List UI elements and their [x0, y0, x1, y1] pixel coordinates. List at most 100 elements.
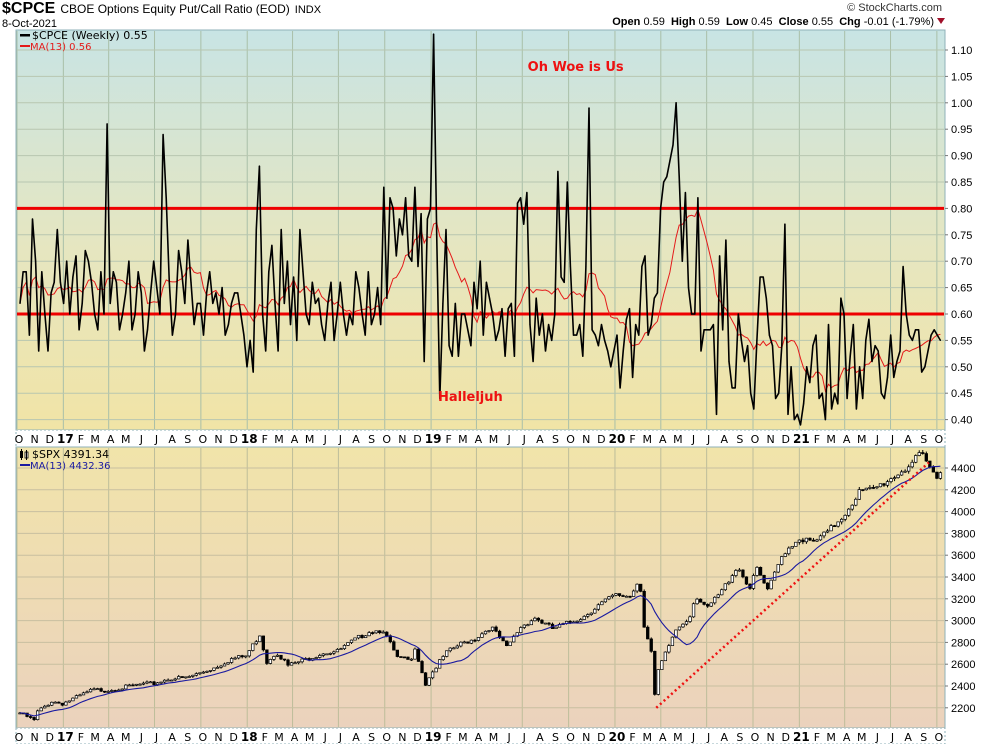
spx-candle-up: [691, 603, 696, 618]
cpce-point: [383, 186, 385, 188]
spx-candle-up: [289, 662, 294, 666]
spx-candle-down: [131, 684, 135, 687]
cpce-point: [131, 329, 133, 331]
cpce-point: [597, 345, 599, 347]
spx-candle-up: [603, 598, 608, 603]
x-tick-label: M: [673, 731, 683, 744]
spx-candle-down: [832, 525, 837, 527]
cpce-point: [327, 302, 329, 305]
cpce-point: [265, 350, 267, 352]
cpce-point: [725, 239, 727, 241]
spx-candle-up: [191, 674, 195, 677]
spx-candle-up: [917, 452, 921, 456]
x-tick-label: J: [507, 731, 511, 744]
cpce-point: [122, 313, 124, 315]
spx-candle-down: [921, 452, 925, 454]
cpce-point: [796, 413, 798, 415]
x-tick-label: F: [262, 433, 268, 446]
cpce-point: [815, 334, 817, 336]
cpce-point: [330, 281, 332, 283]
spx-candle-up: [452, 647, 456, 650]
spx-candle-up: [455, 645, 459, 649]
x-axis-strip-lower: [15, 727, 946, 744]
cpce-y-axis: 0.40 0.45 0.50 0.55 0.60 0.65 0.70 0.75 0.80 0.85…: [945, 45, 972, 427]
cpce-point: [678, 176, 680, 178]
spx-candle-up: [106, 691, 110, 693]
cpce-point: [728, 360, 730, 363]
spx-candle-down: [32, 717, 36, 721]
spx-candle-up: [445, 650, 449, 657]
x-tick-label: M: [121, 433, 131, 446]
spx-candle-up: [773, 571, 777, 581]
x-tick-label: O: [382, 433, 391, 446]
spx-candle-down: [57, 701, 61, 704]
spx-candle-up: [656, 669, 660, 695]
spx-candle-up: [64, 701, 68, 706]
copyright-link[interactable]: © StockCharts.com: [847, 2, 942, 14]
x-tick-label: S: [552, 731, 559, 744]
cpce-point: [333, 339, 335, 341]
spx-candle-up: [818, 535, 823, 541]
spx-candle-up: [427, 677, 431, 686]
cpce-point: [871, 360, 873, 363]
cpce-point: [392, 207, 394, 209]
cpce-point: [432, 33, 435, 35]
y-tick-label: 0.60: [951, 309, 972, 321]
cpce-point: [930, 334, 932, 336]
x-tick-label: N: [582, 731, 590, 744]
cpce-point: [532, 360, 534, 363]
spx-candle-up: [854, 498, 858, 506]
x-tick-label: J: [338, 433, 342, 446]
spx-candle-up: [487, 630, 491, 632]
spx-panel: 2200 2400 2600 2800 3000 3200 3400 3600 3800 4000…: [15, 446, 975, 729]
y-tick-label: 4400: [951, 463, 975, 475]
cpce-point: [457, 355, 460, 357]
x-tick-label: 18: [241, 730, 258, 744]
cpce-point: [59, 281, 62, 283]
spx-candle-up: [247, 650, 251, 657]
cpce-ma-legend-swatch: [20, 45, 30, 47]
spx-candle-down: [621, 595, 625, 597]
cpce-point: [541, 313, 543, 315]
x-tick-label: J: [890, 433, 894, 446]
cpce-point: [321, 323, 323, 326]
x-tick-label: A: [659, 731, 667, 744]
cpce-point: [899, 350, 901, 352]
cpce-point: [616, 334, 618, 336]
cpce-point: [886, 376, 889, 378]
spx-candle-up: [237, 655, 241, 659]
x-tick-label: D: [229, 731, 237, 744]
cpce-point: [115, 281, 118, 283]
cpce-point: [268, 271, 270, 273]
cpce-point: [22, 271, 24, 273]
cpce-point: [299, 228, 301, 231]
spx-candle-up: [840, 518, 844, 523]
cpce-point: [849, 355, 851, 357]
spx-candle-down: [758, 566, 763, 576]
cpce-point: [94, 313, 96, 315]
cpce-point: [631, 376, 634, 378]
spx-candle-down: [649, 638, 653, 652]
spx-candle-down: [801, 539, 805, 543]
y-tick-label: 0.70: [951, 256, 972, 268]
cpce-point: [215, 292, 217, 294]
spx-candle-up: [529, 620, 533, 626]
cpce-point: [883, 397, 886, 400]
cpce-point: [258, 165, 261, 167]
cpce-point: [666, 176, 668, 178]
cpce-point: [523, 223, 525, 225]
cpce-point: [324, 339, 326, 341]
spx-candle-up: [780, 556, 784, 565]
cpce-point: [317, 297, 320, 299]
spx-candle-up: [148, 681, 153, 684]
y-tick-label: 3000: [951, 616, 975, 628]
cpce-point: [426, 218, 428, 220]
cpce-point: [560, 276, 562, 278]
spx-candle-up: [155, 682, 160, 685]
spx-candle-up: [868, 487, 872, 489]
cpce-point: [417, 265, 419, 268]
spx-candle-up: [600, 601, 604, 606]
spx-candle-down: [931, 466, 935, 473]
cpce-point: [771, 345, 774, 347]
cpce-point: [837, 403, 839, 405]
